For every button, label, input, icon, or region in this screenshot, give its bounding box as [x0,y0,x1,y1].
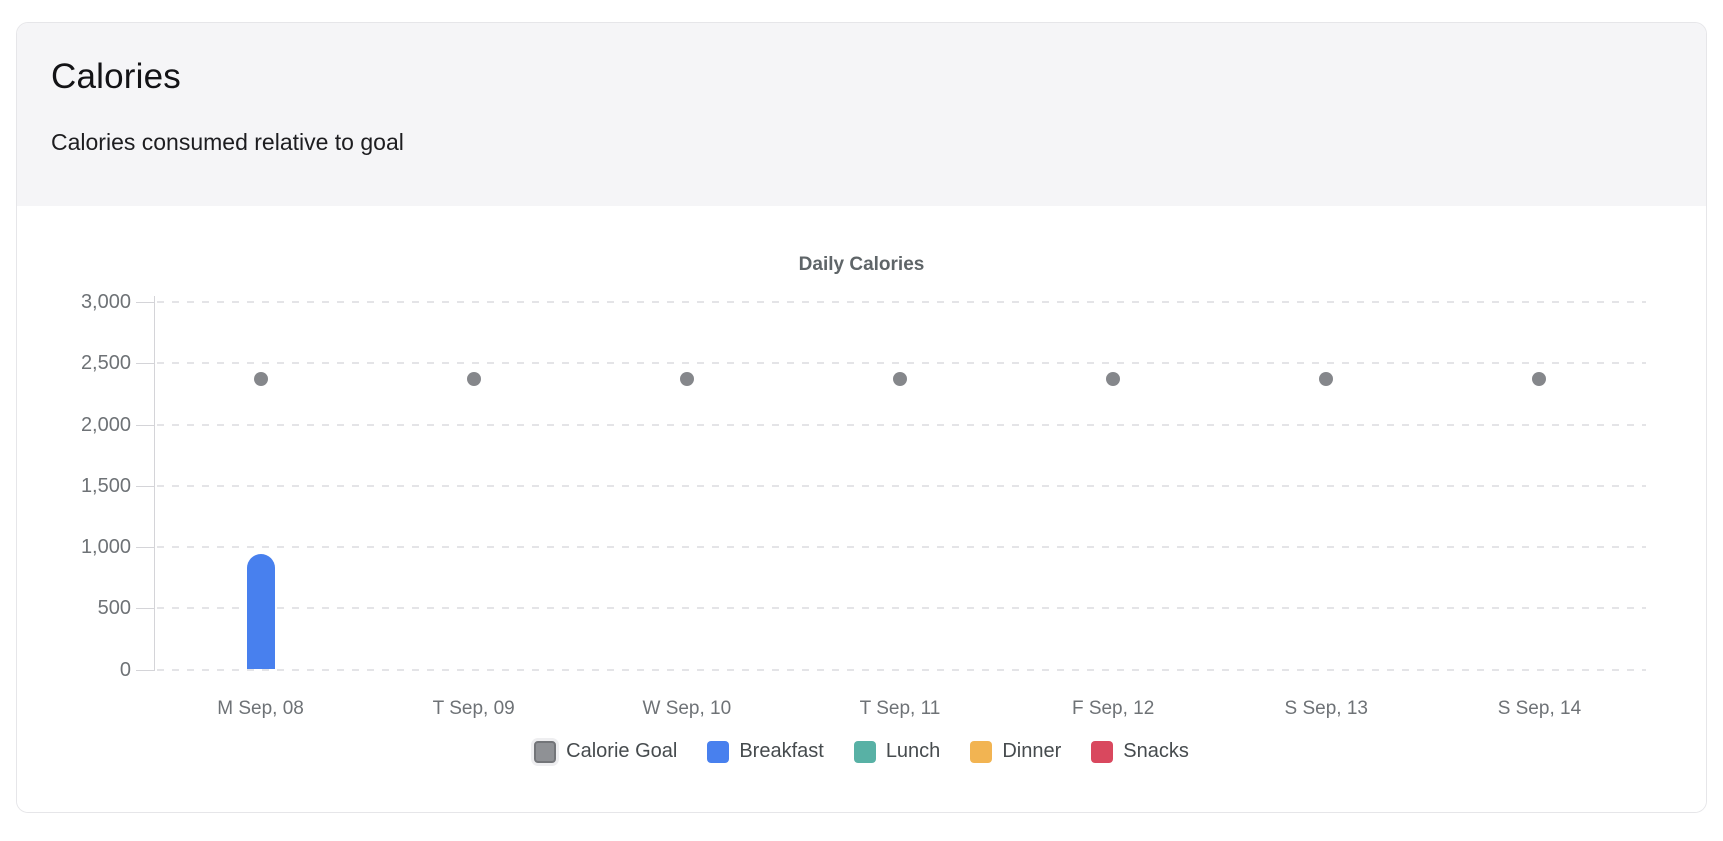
y-axis-tick [136,424,154,426]
legend-marker-icon [707,740,730,763]
y-axis-label: 0 [119,658,131,681]
legend-item-snacks[interactable]: Snacks [1091,740,1189,763]
y-axis-label: 500 [97,597,131,620]
calories-card: Calories Calories consumed relative to g… [16,22,1707,813]
legend-item-dinner[interactable]: Dinner [970,740,1061,763]
x-axis-label: F Sep, 12 [1071,697,1155,719]
y-axis-tick [136,669,154,671]
card-header: Calories Calories consumed relative to g… [17,23,1706,206]
gridline [157,607,1646,610]
calorie-goal-point[interactable] [1319,372,1334,387]
legend-item-calorie-goal[interactable]: Calorie Goal [534,740,677,763]
x-axis-label: S Sep, 13 [1284,697,1368,719]
y-axis-label: 1,500 [80,474,131,497]
legend-marker-icon [853,740,876,763]
y-axis-line [154,296,155,671]
gridline [157,484,1646,487]
chart-title: Daily Calories [798,254,925,275]
legend-label: Lunch [885,740,941,762]
y-axis-tick [136,302,154,303]
gridline [157,362,1646,365]
x-axis-label: T Sep, 09 [432,697,515,719]
page-title: Calories [51,57,181,96]
x-axis-label: M Sep, 08 [217,697,304,719]
legend-item-lunch[interactable]: Lunch [853,740,941,763]
y-axis-tick [136,547,154,548]
legend-label: Calorie Goal [566,740,678,762]
legend-marker-icon [970,740,993,763]
calorie-goal-point[interactable] [679,372,694,387]
legend-label: Breakfast [739,740,824,762]
y-axis-label: 2,500 [80,352,131,375]
gridline [157,668,1646,671]
gridline [157,423,1646,426]
gridline [157,301,1646,303]
calorie-goal-point[interactable] [1106,372,1121,387]
calorie-goal-point[interactable] [1532,372,1547,387]
legend-label: Dinner [1002,740,1062,762]
y-axis-label: 3,000 [80,291,131,313]
x-axis-label: T Sep, 11 [859,697,941,719]
y-axis-tick [136,363,154,365]
legend-marker-icon [1091,740,1114,763]
legend-item-breakfast[interactable]: Breakfast [707,740,824,763]
page-subtitle: Calories consumed relative to goal [51,129,404,155]
legend-label: Snacks [1123,740,1189,762]
y-axis-label: 1,000 [80,536,131,558]
chart-legend: Calorie Goal Breakfast Lunch Dinner Snacks [17,740,1706,763]
calorie-goal-point[interactable] [893,372,907,387]
y-axis-tick [136,608,154,610]
calorie-goal-point[interactable] [253,372,268,387]
x-axis-label: S Sep, 14 [1497,697,1582,719]
daily-calories-chart: Daily Calories 0 500 1,000 1,500 2,000 2,500 3… [17,206,1706,812]
x-axis-label: W Sep, 10 [642,697,732,719]
legend-marker-icon [534,740,557,763]
breakfast-bar[interactable] [246,553,275,670]
y-axis-tick [136,485,154,487]
y-axis-label: 2,000 [80,413,131,436]
calorie-goal-point[interactable] [466,372,481,387]
gridline [157,546,1646,548]
